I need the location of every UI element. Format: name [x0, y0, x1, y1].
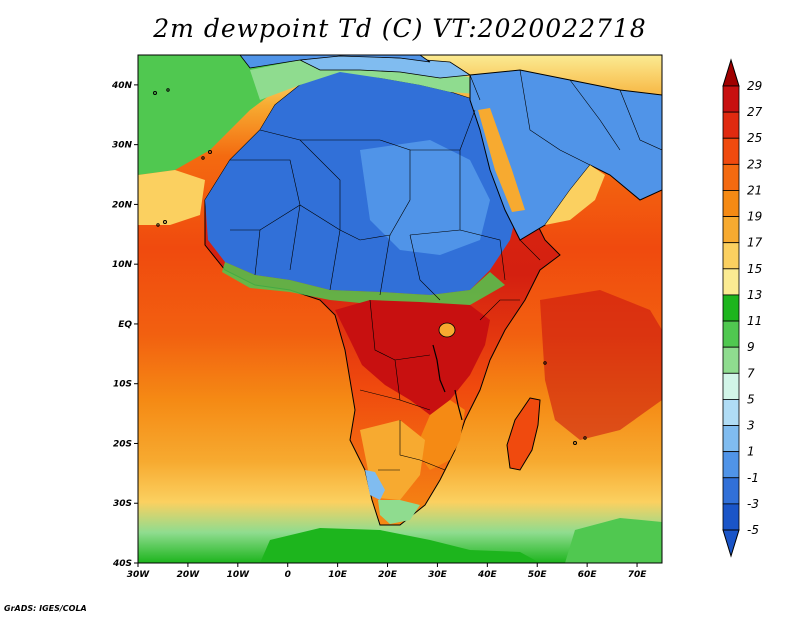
- colorbar-segment: [722, 503, 740, 531]
- namib-dry-field: [365, 470, 385, 500]
- colorbar-segment: [722, 477, 740, 505]
- grads-credit: GrADS: IGES/COLA: [4, 604, 87, 613]
- colorbar-top-arrow: [722, 58, 740, 87]
- lat-tick-label: 20N: [112, 200, 133, 210]
- lat-tick-label: 20S: [113, 439, 132, 449]
- colorbar-label: 19: [747, 210, 762, 224]
- lat-tick-label: EQ: [118, 320, 132, 330]
- colorbar-bottom-arrow: [722, 529, 740, 558]
- colorbar-label: 11: [747, 314, 762, 328]
- colorbar-segment: [722, 242, 740, 270]
- colorbar-segment: [722, 399, 740, 426]
- colorbar-segment: [722, 372, 740, 400]
- east-africa-highland-field: [415, 400, 465, 470]
- colorbar-label: 27: [747, 105, 763, 119]
- longitude-axis: 30W 20W 10W 0 10E 20E 30E 40E 50E 60E 70E: [127, 563, 647, 580]
- lake-tanganyika: [432, 344, 446, 393]
- colorbar-segment: [722, 85, 740, 113]
- sahara-lighter-field: [360, 140, 490, 255]
- arabia-coast-field: [545, 165, 605, 225]
- lat-tick-label: 10N: [112, 260, 133, 270]
- europe-land: [239, 55, 431, 69]
- southern-ocean-field-2: [565, 518, 662, 563]
- lat-tick-label: 40S: [112, 559, 132, 569]
- lake-victoria: [438, 322, 456, 338]
- south-africa-green: [378, 500, 420, 524]
- colorbar-label: 1: [747, 445, 755, 459]
- colorbar-label: 13: [747, 288, 762, 302]
- colorbar-label: 25: [747, 131, 762, 145]
- colorbar-label: 5: [747, 392, 755, 406]
- colorbar-label: 23: [747, 157, 762, 171]
- colorbar-segment: [722, 294, 740, 322]
- map-fields: [138, 55, 662, 563]
- lat-tick-label: 30N: [112, 141, 133, 151]
- colorbar-segment: [722, 190, 740, 217]
- islands: [153, 88, 587, 445]
- colorbar-segment: [722, 137, 740, 165]
- colorbar-label: 21: [747, 183, 762, 197]
- lon-tick-label: 60E: [578, 570, 598, 580]
- madagascar: [506, 397, 541, 471]
- colorbar-segment: [722, 346, 740, 374]
- lat-tick-label: 10S: [113, 380, 132, 390]
- country-borders: [230, 69, 662, 471]
- lon-tick-label: 30W: [127, 570, 151, 580]
- red-sea: [478, 108, 525, 212]
- colorbar-segment: [722, 451, 740, 479]
- lon-tick-label: 20W: [177, 570, 201, 580]
- lon-tick-label: 20E: [378, 570, 398, 580]
- colorbar-segment: [722, 111, 740, 139]
- lon-tick-label: 0: [285, 570, 291, 580]
- lat-tick-label: 30S: [113, 499, 132, 509]
- lon-tick-label: 50E: [528, 570, 548, 580]
- colorbar-segment: [722, 163, 740, 191]
- colorbar-label: 15: [747, 262, 762, 276]
- colorbar-segment: [722, 425, 740, 453]
- colorbar-label: 17: [747, 236, 763, 250]
- latitude-axis: 40N 30N 20N 10N EQ 10S 20S 30S 40S: [111, 81, 138, 569]
- colorbar-segment: [722, 216, 740, 244]
- colorbar: 29 27 25 23 21 19 17 15 13 11 9 7 5 3 1 -1 -3 -5: [722, 58, 763, 558]
- colorbar-segment: [722, 268, 740, 296]
- lat-tick-label: 40N: [111, 81, 133, 91]
- colorbar-label: 7: [747, 366, 755, 380]
- colorbar-label: -1: [747, 471, 759, 485]
- colorbar-label: 9: [747, 340, 755, 354]
- plot-frame: [137, 54, 663, 564]
- north-atlantic-yellow: [138, 170, 205, 225]
- colorbar-label: 29: [747, 79, 762, 93]
- lon-tick-label: 30E: [428, 570, 448, 580]
- lon-tick-label: 10E: [328, 570, 348, 580]
- sahel-green-band: [222, 262, 505, 308]
- colorbar-label: -3: [747, 497, 759, 511]
- lon-tick-label: 10W: [227, 570, 251, 580]
- colorbar-segment: [722, 320, 740, 348]
- colorbar-label: -5: [747, 523, 759, 537]
- southern-ocean-field: [260, 528, 540, 563]
- map-title: 2m dewpoint Td (C) VT:2020022718: [153, 14, 647, 43]
- lon-tick-label: 70E: [628, 570, 648, 580]
- colorbar-label: 3: [747, 419, 755, 433]
- lon-tick-label: 40E: [477, 570, 498, 580]
- lake-malawi: [454, 389, 463, 421]
- indian-ocean-humid-field: [540, 290, 662, 440]
